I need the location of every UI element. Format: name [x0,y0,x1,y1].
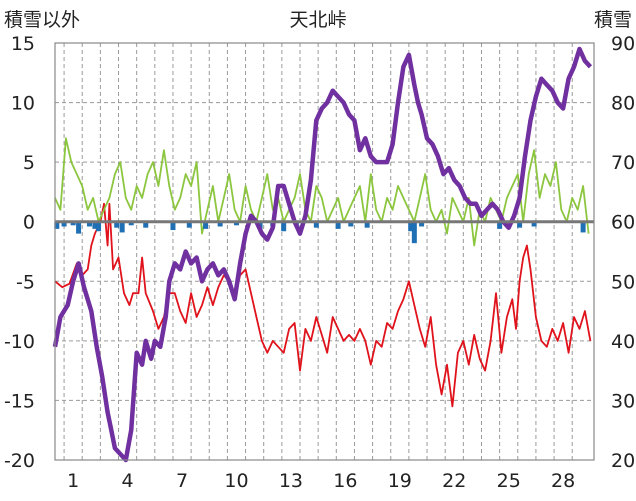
precip-bar [143,221,149,228]
precip-bar [408,221,414,232]
series-layer [52,46,593,463]
left-tick-label: -10 [4,331,35,353]
precip-bar [233,221,239,226]
precip-bar [170,221,176,231]
precip-bar [54,221,60,229]
x-tick-label: 1 [67,470,79,492]
precip-bar [61,221,67,227]
precip-bar [96,221,102,232]
right-tick-label: 90 [611,33,635,55]
right-tick-label: 30 [611,390,635,412]
precip-bar [531,221,537,227]
x-tick-label: 4 [122,470,134,492]
x-tick-label: 28 [551,470,575,492]
left-tick-label: -15 [4,390,35,412]
precip-bar [92,221,98,229]
precip-bar [517,221,523,228]
right-tick-label: 80 [611,93,635,115]
x-tick-label: 13 [279,470,303,492]
precip-bar [217,221,223,227]
precip-bar [313,221,319,228]
x-tick-label: 7 [176,470,188,492]
x-tick-label: 10 [224,470,248,492]
precip-bar [128,221,134,226]
precip-bar [364,221,370,228]
right-tick-label: 40 [611,331,635,353]
left-tick-label: 15 [11,33,35,55]
precip-bar [119,221,125,233]
left-axis-label: 積雪以外 [4,9,80,31]
right-tick-label: 70 [611,152,635,174]
temperature-line [54,202,592,408]
precip-bar [419,221,425,227]
left-tick-label: 10 [11,93,35,115]
precip-bar [203,221,209,229]
right-axis-label: 積雪 [594,9,632,31]
precip-bar [186,221,192,228]
precip-bar [281,221,287,232]
x-tick-label: 19 [388,470,412,492]
precip-bar [497,221,503,229]
left-tick-label: -20 [4,450,35,472]
precip-bar [70,221,76,226]
plot-frame [54,42,595,461]
precip-bar [114,221,120,228]
x-tick-label: 25 [497,470,521,492]
precip-bar [411,221,417,244]
x-tick-label: 22 [442,470,466,492]
left-tick-label: 5 [23,152,35,174]
precip-bar [76,221,82,234]
left-tick-label: -5 [16,271,35,293]
chart-title: 天北峠 [289,9,346,31]
x-tick-label: 16 [333,470,357,492]
precip-bar [580,221,586,233]
precip-bar [348,221,354,227]
right-tick-label: 60 [611,212,635,234]
snow-depth-line [52,46,593,463]
right-tick-label: 50 [611,271,635,293]
right-tick-label: 20 [611,450,635,472]
left-tick-label: 0 [23,212,35,234]
precip-bar [86,221,92,227]
precip-bar [335,221,341,229]
